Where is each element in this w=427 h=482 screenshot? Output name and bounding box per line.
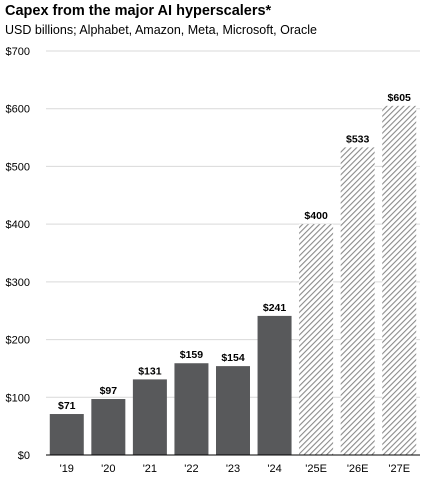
bar-estimate [382,105,417,455]
x-tick-label: '19 [60,463,74,475]
bar [174,363,209,455]
y-tick-label: $600 [6,104,30,116]
bar [49,414,84,455]
x-tick-label: '26E [347,463,369,475]
chart-subtitle: USD billions; Alphabet, Amazon, Meta, Mi… [5,23,317,37]
x-tick-label: '21 [143,463,157,475]
bar [216,366,250,455]
x-tick-label: '22 [184,463,198,475]
data-label: $533 [346,133,370,145]
bar [91,399,126,455]
x-tick-label: '23 [226,463,240,475]
y-tick-label: $500 [6,161,30,173]
y-tick-label: $300 [6,277,30,289]
data-label: $154 [221,352,245,364]
x-tick-label: '25E [305,463,327,475]
data-label: $97 [100,385,118,397]
y-tick-label: $700 [6,46,30,58]
bar [257,315,292,455]
data-label: $605 [388,92,412,104]
data-label: $71 [58,400,76,412]
x-tick-label: '27E [388,463,410,475]
data-label: $131 [138,365,162,377]
x-tick-label: '20 [101,463,115,475]
data-label: $400 [304,210,328,222]
data-label: $241 [263,302,287,314]
y-tick-label: $200 [6,335,30,347]
x-tick-label: '24 [267,463,281,475]
y-tick-label: $400 [6,219,30,231]
bar-estimate [340,147,375,455]
bar [132,379,167,455]
data-label: $159 [180,349,204,361]
chart-title: Capex from the major AI hyperscalers* [5,3,272,19]
y-tick-label: $0 [18,450,30,462]
bar-estimate [299,224,334,455]
y-tick-label: $100 [6,392,30,404]
